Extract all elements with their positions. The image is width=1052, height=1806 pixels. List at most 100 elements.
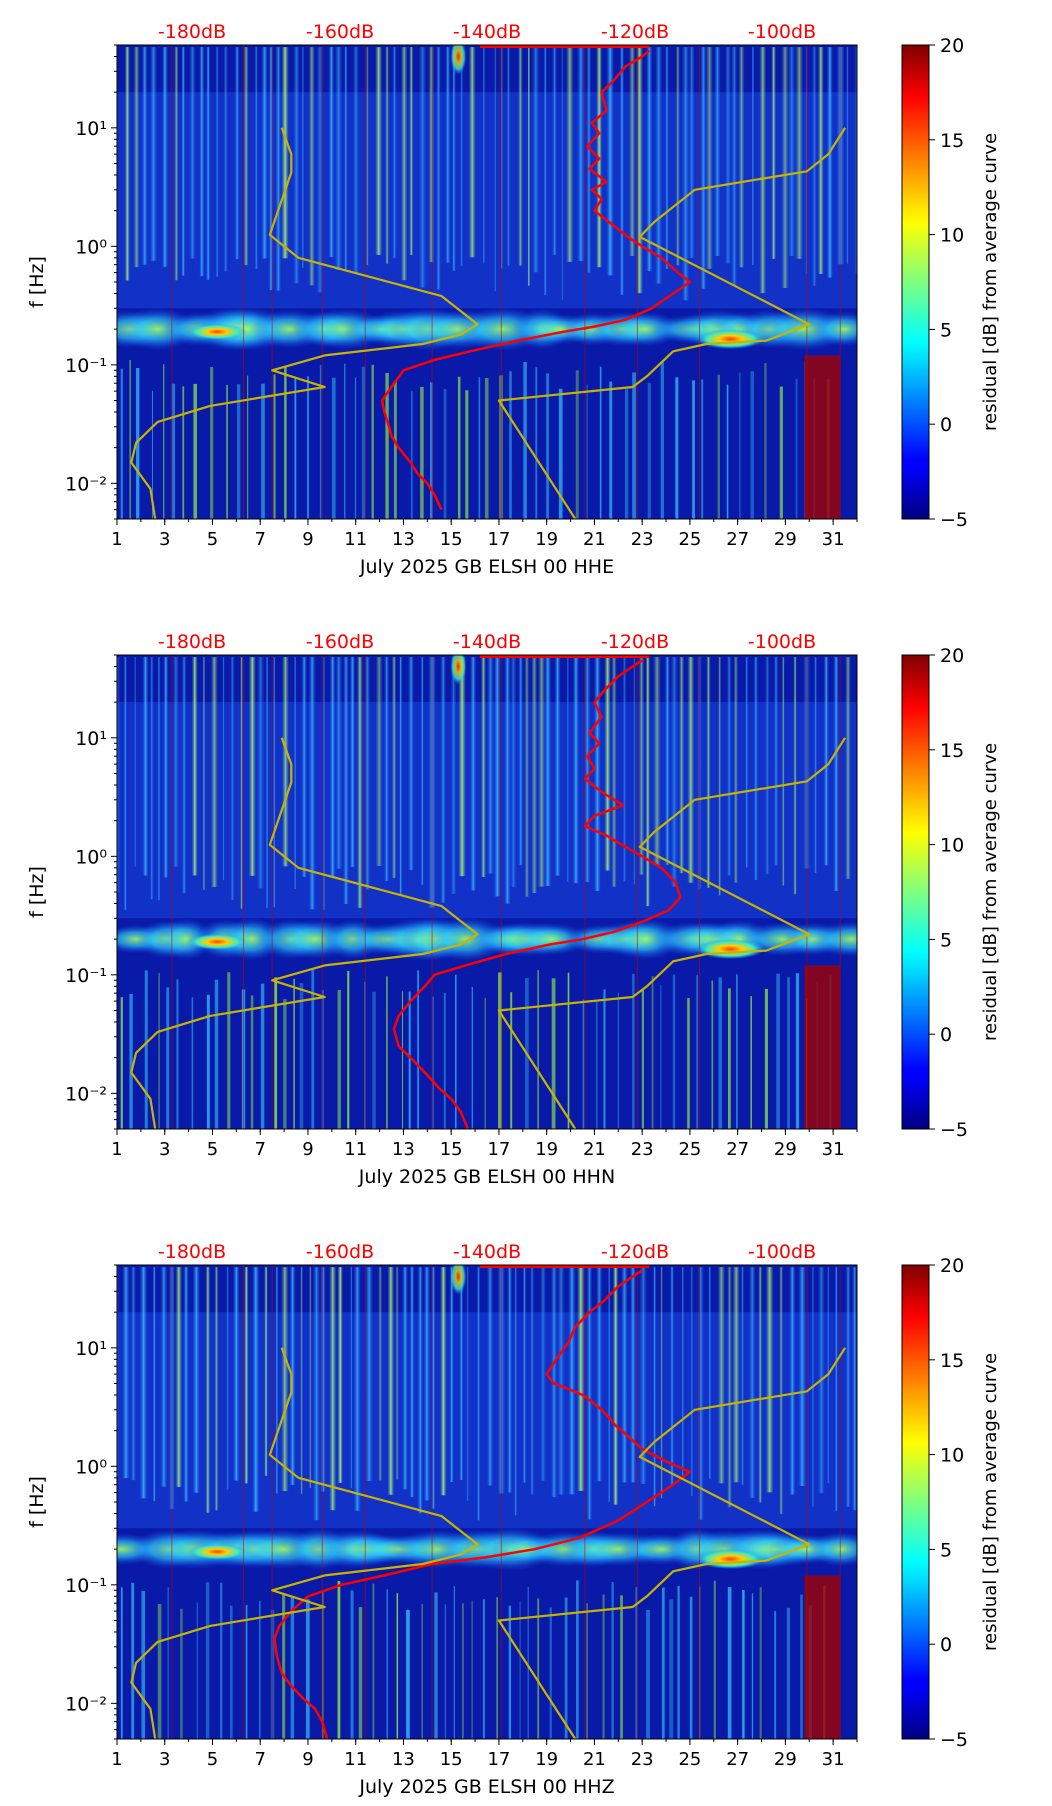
x-tick-label: 9: [302, 1139, 313, 1160]
x-tick-label: 17: [487, 1749, 510, 1770]
heatmap-streak: [681, 47, 690, 301]
heatmap-streak: [157, 657, 161, 901]
x-tick-label: 31: [822, 1749, 845, 1770]
heatmap-streak: [486, 657, 495, 874]
heatmap-spike: [129, 993, 133, 1129]
heatmap-streak: [289, 1267, 296, 1485]
colorbar: [901, 44, 930, 520]
heatmap-spike: [144, 970, 148, 1129]
heatmap-spike: [795, 973, 800, 1129]
heatmap-streak: [130, 1267, 137, 1481]
heatmap-hotspot: [804, 355, 841, 519]
x-tick-label: 7: [254, 529, 265, 550]
heatmap-spike: [736, 974, 738, 1129]
heatmap-spike: [432, 996, 434, 1129]
heatmap-streak: [765, 1267, 774, 1493]
heatmap-band: [117, 92, 857, 309]
heatmap-streak: [199, 47, 205, 277]
colorbar-tick-label: 5: [940, 929, 952, 951]
heatmap-streak: [366, 47, 369, 266]
heatmap-streak: [596, 1267, 603, 1482]
heatmap-streak: [653, 657, 661, 866]
heatmap-streak: [150, 657, 154, 900]
heatmap-streak: [771, 47, 776, 259]
heatmap-streak: [234, 47, 240, 260]
heatmap-streak: [175, 1267, 182, 1487]
heatmap-streak: [620, 1267, 628, 1483]
top-db-label: -180dB: [158, 631, 226, 653]
heatmap-spike: [471, 986, 473, 1129]
heatmap-streak: [670, 657, 679, 887]
heatmap-streak: [387, 1267, 395, 1495]
heatmap-streak: [353, 1267, 361, 1511]
heatmap-spike: [196, 1602, 198, 1739]
heatmap-streak: [718, 657, 722, 896]
heatmap-streak: [679, 657, 685, 874]
colorbar: [901, 654, 930, 1130]
x-tick-label: 17: [487, 1139, 510, 1160]
heatmap-spike: [401, 991, 404, 1129]
heatmap-streak: [375, 47, 383, 255]
colorbar-label: residual [dB] from average curve: [980, 133, 1001, 431]
heatmap-streak: [688, 47, 695, 258]
heatmap-streak: [160, 1267, 168, 1487]
heatmap-spike: [273, 374, 276, 519]
heatmap-streak: [357, 657, 363, 908]
heatmap-spike: [711, 980, 714, 1129]
heatmap-spike: [205, 1582, 210, 1739]
heatmap-spike: [274, 977, 278, 1129]
heatmap-spike: [386, 976, 388, 1129]
heatmap-streak: [189, 47, 196, 259]
colorbar-tick-label: 15: [940, 130, 964, 152]
heatmap-spike: [537, 970, 539, 1129]
heatmap-streak: [572, 657, 580, 884]
x-tick-label: 21: [583, 1749, 606, 1770]
colorbar-tick-label: 0: [940, 1024, 952, 1046]
heatmap-streak: [392, 47, 397, 259]
heatmap-streak: [522, 1267, 527, 1483]
heatmap-spike: [759, 1587, 762, 1739]
heatmap-spike: [586, 1603, 588, 1739]
heatmap-spike: [371, 364, 374, 519]
heatmap-spike: [311, 969, 315, 1129]
heatmap-streak: [561, 47, 564, 300]
heatmap-spike: [306, 376, 309, 519]
heatmap-spike: [484, 378, 489, 519]
heatmap-hotspot: [450, 655, 467, 685]
heatmap-streak: [697, 1267, 704, 1520]
x-tick-label: 29: [774, 1139, 797, 1160]
top-db-label: -180dB: [158, 1241, 226, 1263]
y-tick-label: 10¹: [75, 1338, 107, 1360]
series-line-yellow-low-noise-model: [130, 737, 479, 1130]
x-tick-label: 5: [207, 529, 218, 550]
heatmap-streak: [670, 1267, 674, 1487]
heatmap-streak: [402, 1267, 409, 1490]
heatmap-spike: [337, 989, 341, 1129]
heatmap-streak: [622, 657, 627, 882]
heatmap-spike: [527, 1586, 529, 1739]
heatmap-spike: [344, 363, 346, 519]
heatmap-streak: [316, 47, 324, 293]
heatmap-spike: [669, 1599, 674, 1739]
heatmap-streak: [254, 47, 259, 270]
x-tick-label: 25: [678, 1139, 701, 1160]
heatmap-spike: [258, 1601, 261, 1739]
colorbar-tick-label: 5: [940, 1539, 952, 1561]
x-tick-label: 11: [344, 1139, 367, 1160]
heatmap-spike: [250, 995, 254, 1129]
top-db-label: -140dB: [453, 631, 521, 653]
x-tick-label: 31: [822, 529, 845, 550]
heatmap-spike: [660, 985, 662, 1129]
heatmap-streak: [364, 657, 371, 890]
x-tick-label: 19: [535, 529, 558, 550]
heatmap-streak: [510, 657, 517, 888]
heatmap-streak: [593, 657, 601, 891]
heatmap-spike: [537, 1598, 540, 1739]
heatmap-streak: [834, 1267, 838, 1511]
y-tick-label: 10¹: [75, 118, 107, 140]
heatmap-streak: [408, 657, 415, 870]
heatmap-spike: [641, 988, 644, 1129]
heatmap-streak: [583, 657, 591, 883]
heatmap-streak: [244, 1267, 249, 1484]
